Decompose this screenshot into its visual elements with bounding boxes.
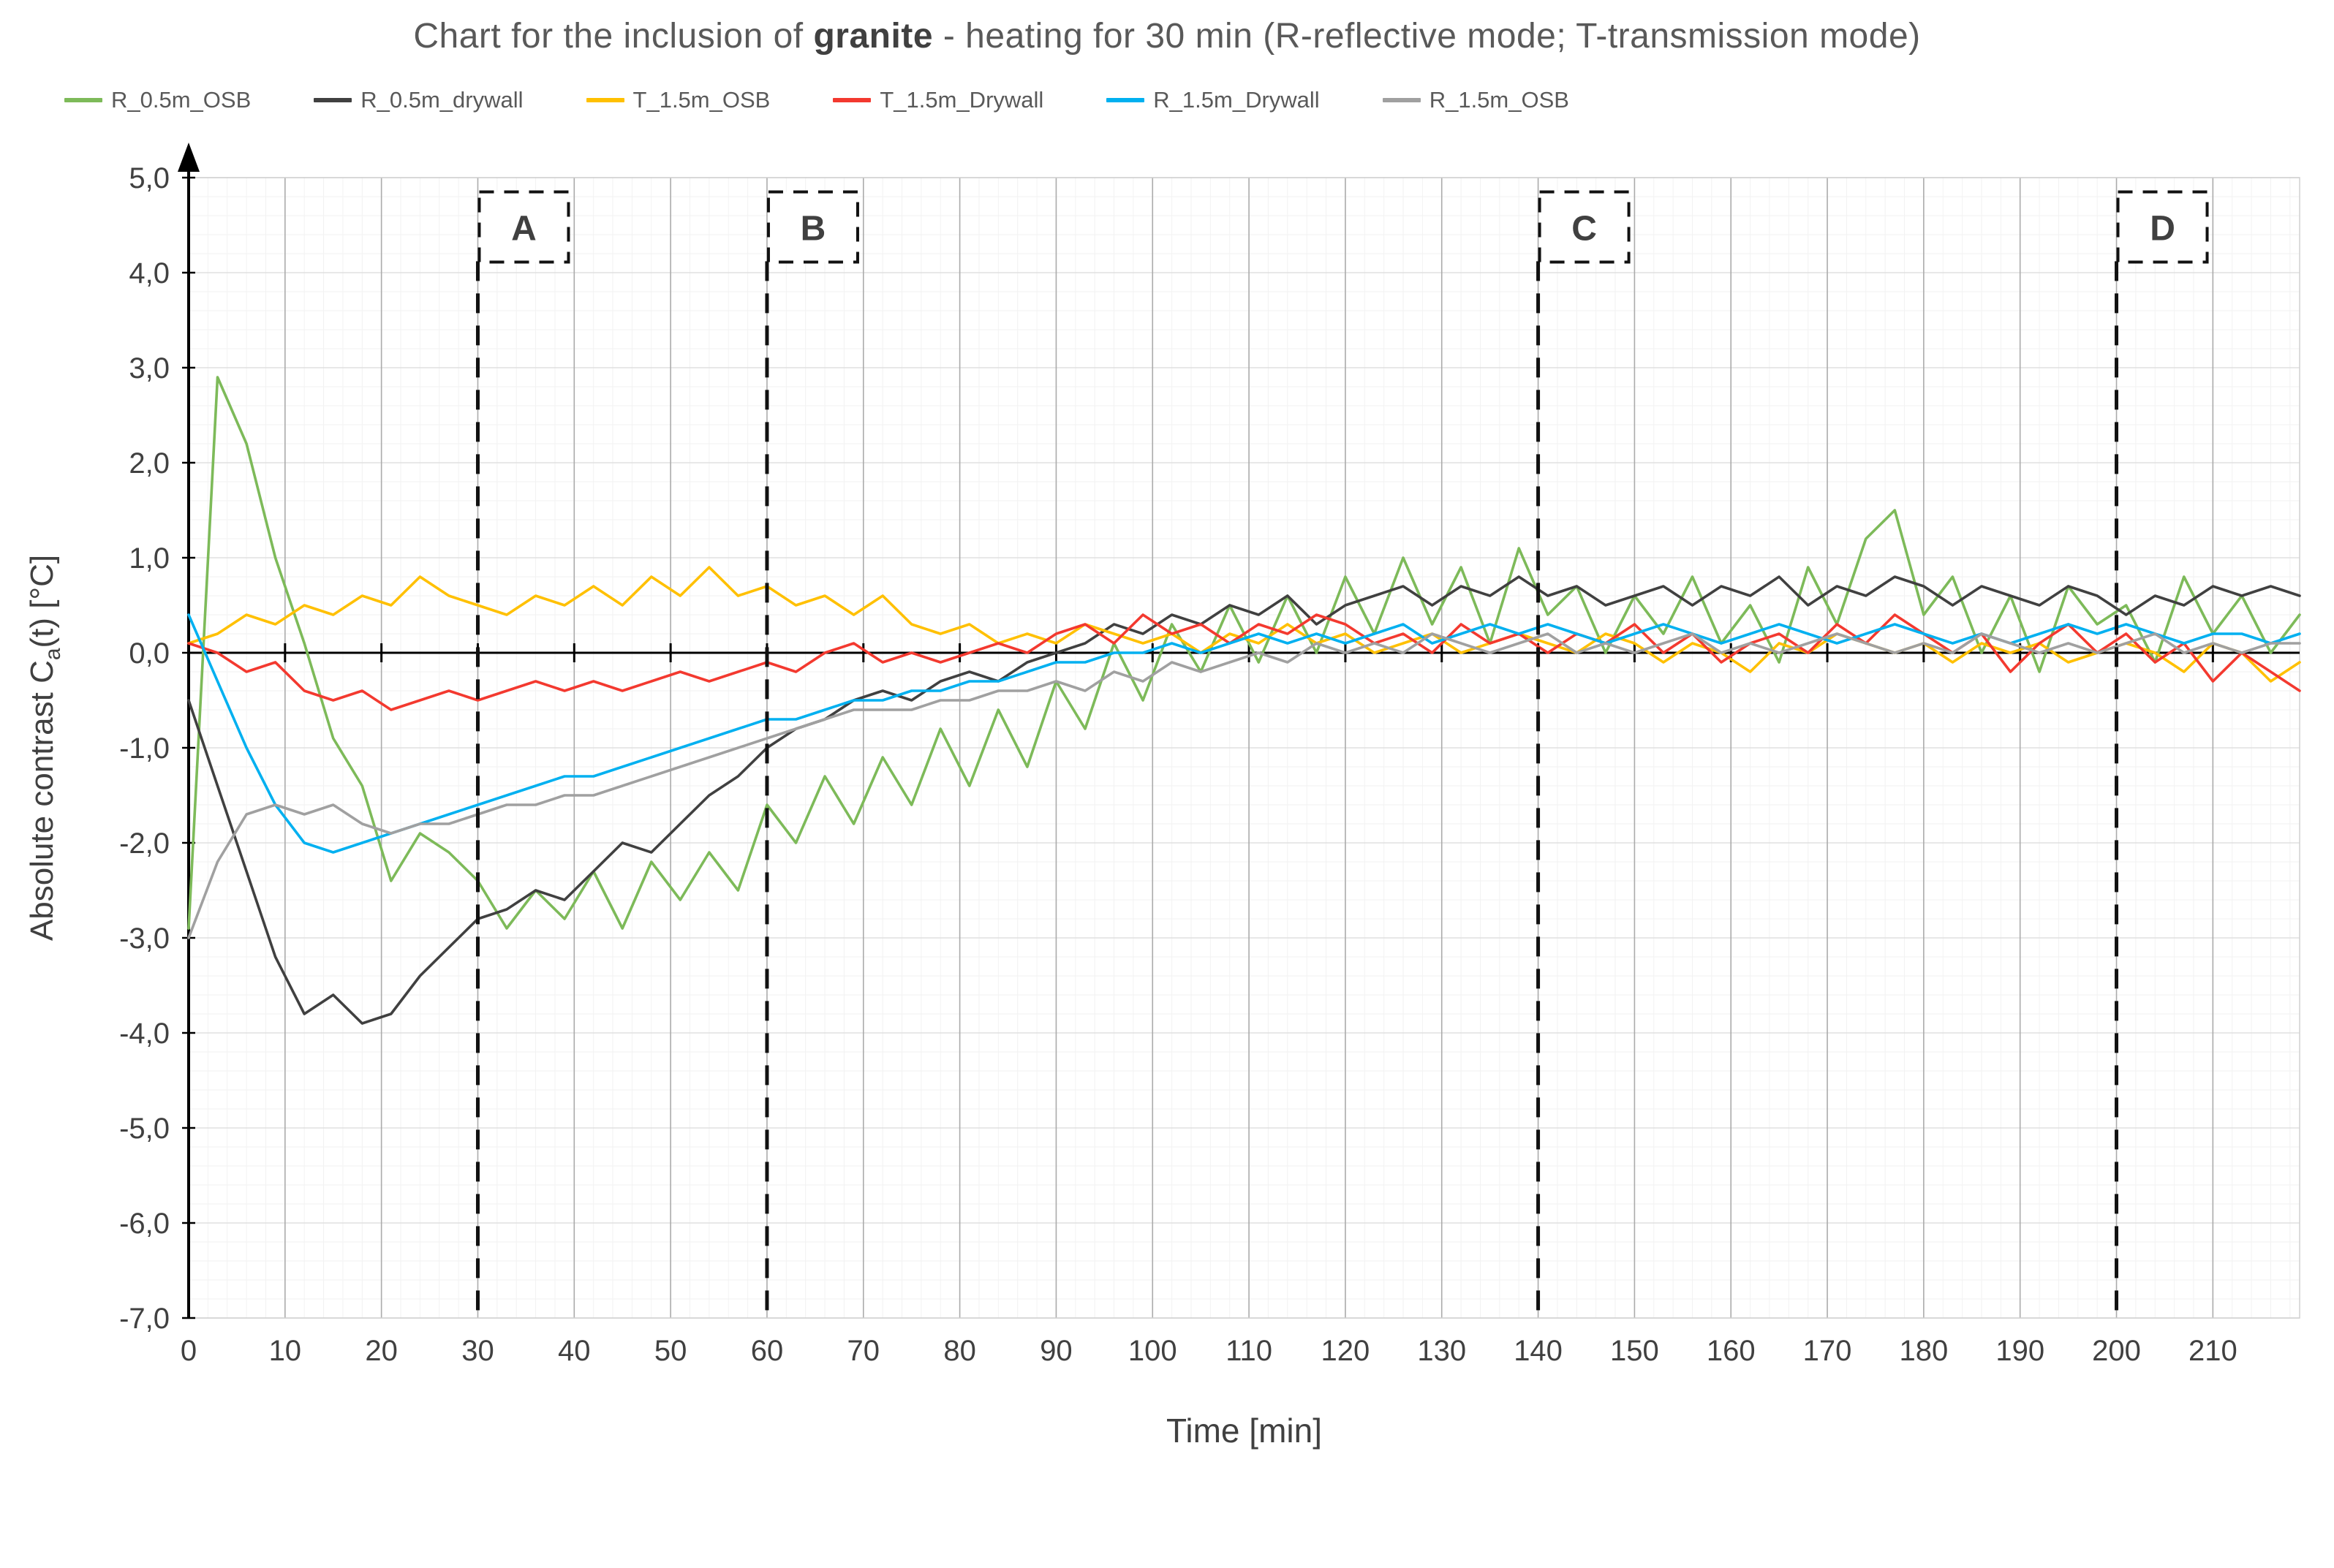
legend-item-T_1.5m_OSB[interactable]: T_1.5m_OSB [586, 87, 771, 113]
x-tick-label: 210 [2188, 1335, 2237, 1367]
y-axis-title: Absolute contrast Ca(t) [°C] [24, 555, 65, 941]
y-tick-label: -3,0 [119, 923, 170, 955]
marker-box-B [766, 190, 859, 264]
plot-area: A B C D 5,0 4,0 3,0 2,0 1,0 0,0 -1,0 -2,0 -3,0 -4,0 -5… [24, 143, 2301, 1450]
x-tick-label: 40 [558, 1335, 591, 1367]
legend: R_0.5m_OSB R_0.5m_drywall T_1.5m_OSB T_1.5m… [64, 87, 2334, 113]
y-tick-label: 3,0 [129, 352, 170, 385]
y-tick-label: -2,0 [119, 827, 170, 860]
marker-label-A: A [511, 210, 537, 249]
legend-label: T_1.5m_Drywall [880, 87, 1044, 113]
legend-label: R_1.5m_Drywall [1153, 87, 1320, 113]
x-tick-label: 120 [1321, 1335, 1370, 1367]
legend-label: R_0.5m_drywall [360, 87, 524, 113]
y-tick-label: -6,0 [119, 1208, 170, 1240]
x-tick-label: 80 [943, 1335, 976, 1367]
legend-label: T_1.5m_OSB [632, 87, 771, 113]
chart-title: Chart for the inclusion of granite - hea… [0, 0, 2334, 56]
x-tick-label: 160 [1707, 1335, 1756, 1367]
y-tick-label: -7,0 [119, 1303, 170, 1335]
marker-box-C [1538, 190, 1631, 264]
x-tick-label: 170 [1803, 1335, 1852, 1367]
y-tick-label: 4,0 [129, 257, 170, 289]
y-tick-label: -5,0 [119, 1113, 170, 1145]
x-tick-label: 200 [2092, 1335, 2141, 1367]
x-tick-label: 130 [1417, 1335, 1466, 1367]
legend-item-R_1.5m_OSB[interactable]: R_1.5m_OSB [1382, 87, 1569, 113]
legend-item-T_1.5m_Drywall[interactable]: T_1.5m_Drywall [833, 87, 1043, 113]
legend-item-R_0.5m_OSB[interactable]: R_0.5m_OSB [64, 87, 251, 113]
x-tick-label: 150 [1610, 1335, 1659, 1367]
x-tick-label: 110 [1225, 1335, 1272, 1367]
x-tick-label: 90 [1040, 1335, 1073, 1367]
marker-label-D: D [2150, 210, 2175, 249]
legend-label: R_1.5m_OSB [1429, 87, 1569, 113]
series-line-R_0.5m_drywall [187, 575, 2301, 1025]
marker-label-C: C [1571, 210, 1597, 249]
marker-box-D [2116, 190, 2209, 264]
legend-swatch-icon [314, 98, 352, 102]
x-tick-label: 30 [461, 1335, 494, 1367]
y-tick-label: 2,0 [129, 447, 170, 480]
y-tick-label: 5,0 [129, 162, 170, 194]
marker-box-A [477, 190, 570, 264]
x-tick-label: 60 [751, 1335, 784, 1367]
legend-swatch-icon [1382, 98, 1421, 102]
y-tick-label: 1,0 [129, 542, 170, 575]
chart-title-prefix: Chart for the inclusion of [413, 17, 814, 56]
y-tick-label: 0,0 [129, 637, 170, 670]
legend-swatch-icon [1106, 98, 1145, 102]
legend-label: R_0.5m_OSB [111, 87, 252, 113]
x-tick-label: 190 [1995, 1335, 2044, 1367]
legend-swatch-icon [586, 98, 624, 102]
x-tick-label: 0 [181, 1335, 197, 1367]
series-line-T_1.5m_Drywall [187, 613, 2301, 711]
x-tick-label: 100 [1128, 1335, 1177, 1367]
x-tick-label: 10 [269, 1335, 302, 1367]
y-axis-arrow-icon [178, 143, 200, 172]
chart-title-suffix: - heating for 30 min (R-reflective mode;… [933, 17, 1921, 56]
marker-label-B: B [801, 210, 826, 249]
legend-item-R_1.5m_Drywall[interactable]: R_1.5m_Drywall [1106, 87, 1320, 113]
legend-swatch-icon [833, 98, 872, 102]
series-line-R_1.5m_Drywall [187, 613, 2301, 854]
x-tick-label: 70 [847, 1335, 880, 1367]
series-line-T_1.5m_OSB [187, 566, 2301, 683]
series-line-R_1.5m_OSB [187, 632, 2301, 939]
x-tick-label: 20 [365, 1335, 398, 1367]
chart-title-material: granite [813, 17, 934, 56]
legend-item-R_0.5m_drywall[interactable]: R_0.5m_drywall [314, 87, 524, 113]
x-tick-label: 140 [1514, 1335, 1563, 1367]
legend-swatch-icon [64, 98, 102, 102]
x-tick-label: 50 [654, 1335, 687, 1367]
y-tick-label: -4,0 [119, 1018, 170, 1050]
x-tick-label: 180 [1900, 1335, 1949, 1367]
x-axis-title: Time [min] [1166, 1412, 1322, 1450]
y-tick-label: -1,0 [119, 732, 170, 765]
